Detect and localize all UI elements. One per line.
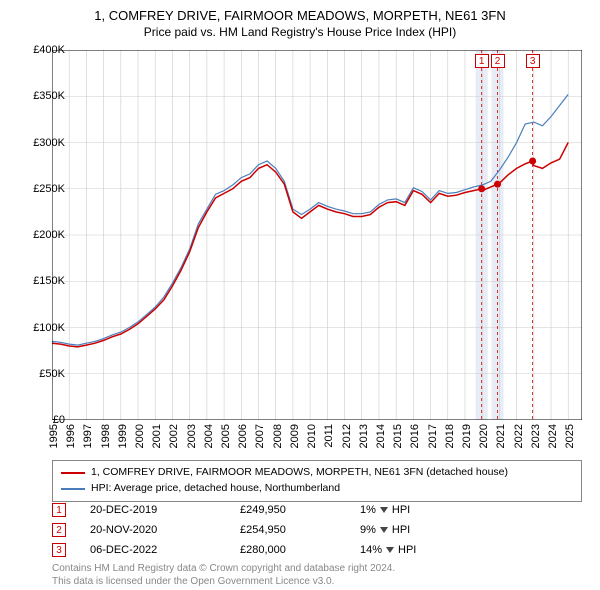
x-tick-label: 2008 [272,424,284,448]
chart-container: 1, COMFREY DRIVE, FAIRMOOR MEADOWS, MORP… [0,0,600,590]
x-tick-label: 2004 [203,424,215,448]
y-tick-label: £300K [20,137,65,149]
x-tick-label: 1995 [48,424,60,448]
x-tick-label: 1996 [65,424,77,448]
sale-date: 06-DEC-2022 [90,544,240,556]
footer: Contains HM Land Registry data © Crown c… [52,562,395,588]
x-tick-label: 2016 [409,424,421,448]
sale-marker-2: 2 [52,523,66,537]
sale-row-3: 3 06-DEC-2022£280,00014% HPI [52,540,416,560]
sale-price: £249,950 [240,504,360,516]
x-tick-label: 2000 [134,424,146,448]
x-tick-label: 2001 [151,424,163,448]
sale-diff: 9% HPI [360,524,410,536]
x-tick-label: 2017 [427,424,439,448]
x-tick-label: 2021 [495,424,507,448]
footer-line-2: This data is licensed under the Open Gov… [52,575,395,588]
y-tick-label: £150K [20,275,65,287]
x-tick-label: 1998 [100,424,112,448]
x-tick-label: 2013 [358,424,370,448]
chart-svg [52,50,582,420]
x-tick-label: 2020 [478,424,490,448]
x-tick-label: 2018 [444,424,456,448]
arrow-down-icon [380,507,388,513]
title-block: 1, COMFREY DRIVE, FAIRMOOR MEADOWS, MORP… [0,0,600,40]
y-tick-label: £100K [20,322,65,334]
event-marker-3: 3 [526,54,540,68]
arrow-down-icon [380,527,388,533]
y-tick-label: £400K [20,44,65,56]
sale-date: 20-DEC-2019 [90,504,240,516]
y-tick-label: £350K [20,90,65,102]
sales-table: 1 20-DEC-2019£249,9501% HPI 2 20-NOV-2020£2… [52,500,416,560]
legend-item-property: 1, COMFREY DRIVE, FAIRMOOR MEADOWS, MORP… [61,465,573,481]
x-tick-label: 2007 [254,424,266,448]
sale-diff: 14% HPI [360,544,416,556]
sale-price: £280,000 [240,544,360,556]
x-tick-label: 2025 [564,424,576,448]
event-marker-1: 1 [475,54,489,68]
legend: 1, COMFREY DRIVE, FAIRMOOR MEADOWS, MORP… [52,460,582,502]
sale-row-1: 1 20-DEC-2019£249,9501% HPI [52,500,416,520]
x-tick-label: 2022 [513,424,525,448]
x-tick-label: 2002 [168,424,180,448]
sale-diff: 1% HPI [360,504,410,516]
sale-price: £254,950 [240,524,360,536]
x-tick-label: 2009 [289,424,301,448]
legend-item-hpi: HPI: Average price, detached house, Nort… [61,481,573,497]
sale-row-2: 2 20-NOV-2020£254,9509% HPI [52,520,416,540]
sale-date: 20-NOV-2020 [90,524,240,536]
chart-area [52,50,582,420]
sale-marker-1: 1 [52,503,66,517]
x-tick-label: 1999 [117,424,129,448]
title-line-1: 1, COMFREY DRIVE, FAIRMOOR MEADOWS, MORP… [0,8,600,25]
legend-label-property: 1, COMFREY DRIVE, FAIRMOOR MEADOWS, MORP… [91,465,508,481]
x-tick-label: 2014 [375,424,387,448]
x-tick-label: 2010 [306,424,318,448]
x-tick-label: 2005 [220,424,232,448]
x-tick-label: 2003 [186,424,198,448]
event-marker-2: 2 [491,54,505,68]
legend-label-hpi: HPI: Average price, detached house, Nort… [91,481,340,497]
x-tick-label: 2011 [323,424,335,448]
title-line-2: Price paid vs. HM Land Registry's House … [0,25,600,41]
x-tick-label: 2024 [547,424,559,448]
x-tick-label: 2006 [237,424,249,448]
legend-swatch-property [61,472,85,474]
y-tick-label: £50K [20,368,65,380]
x-tick-label: 2019 [461,424,473,448]
x-tick-label: 2023 [530,424,542,448]
y-tick-label: £200K [20,229,65,241]
sale-marker-3: 3 [52,543,66,557]
footer-line-1: Contains HM Land Registry data © Crown c… [52,562,395,575]
y-tick-label: £250K [20,183,65,195]
x-tick-label: 1997 [82,424,94,448]
arrow-down-icon [386,547,394,553]
legend-swatch-hpi [61,488,85,490]
x-tick-label: 2012 [341,424,353,448]
x-tick-label: 2015 [392,424,404,448]
